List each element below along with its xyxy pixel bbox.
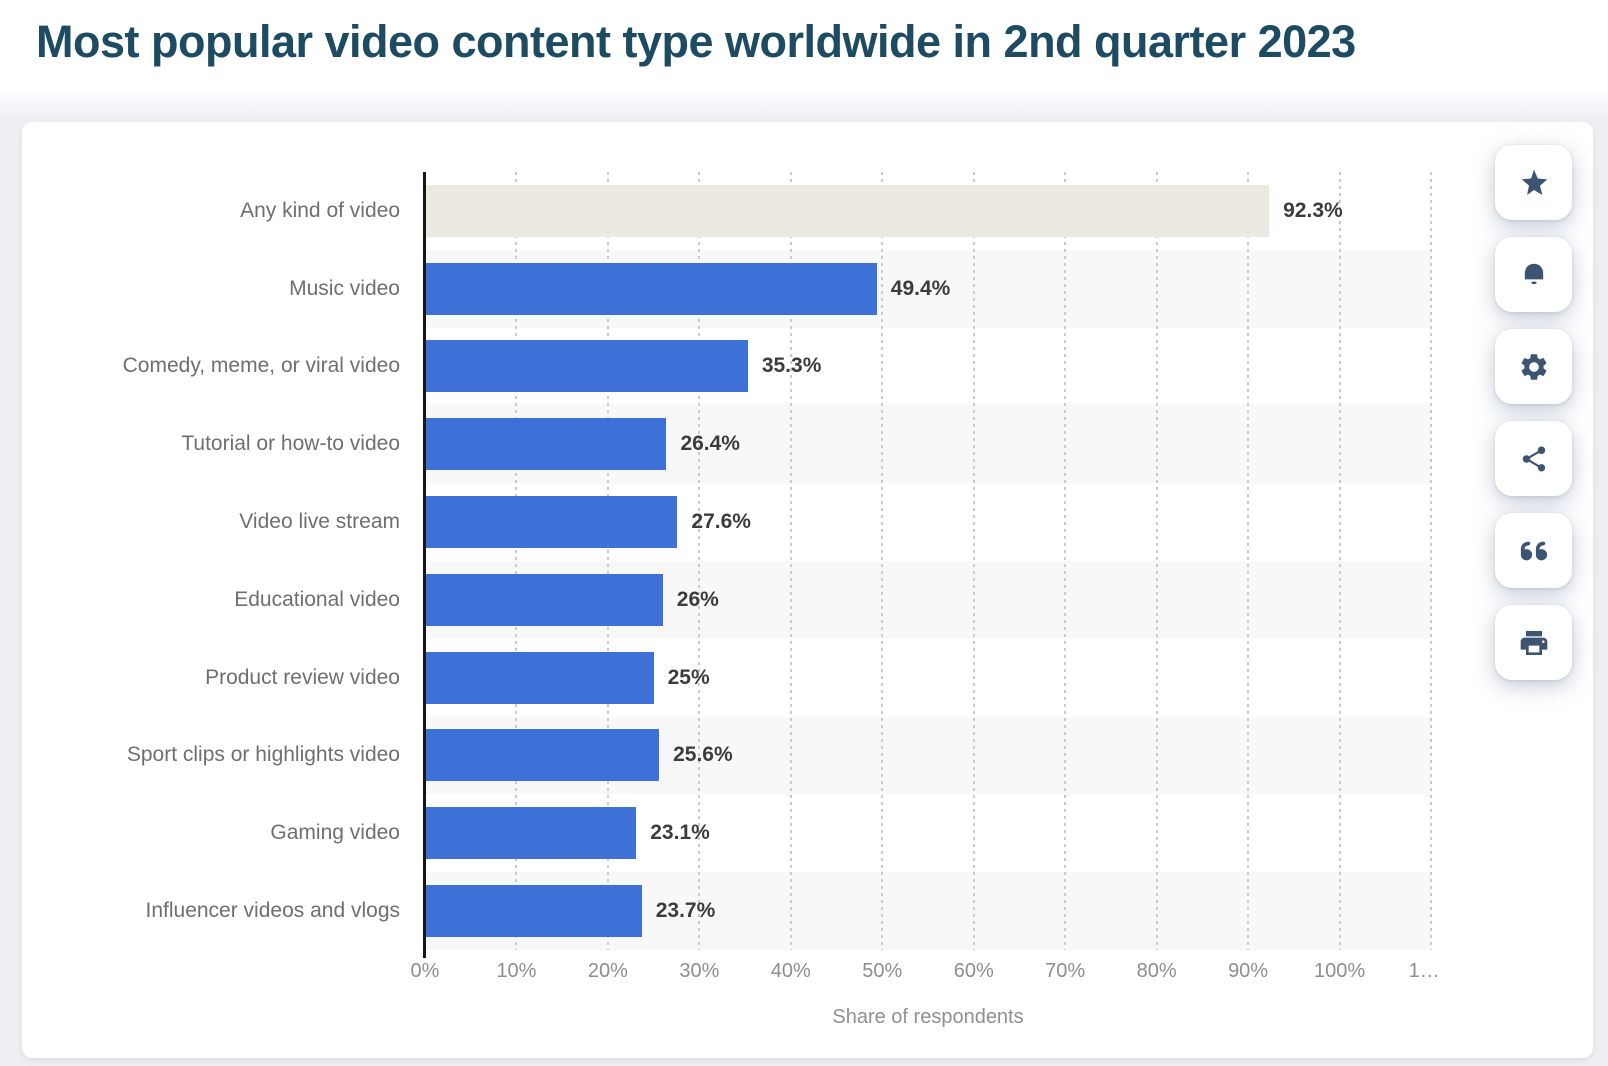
x-tick-label: 40% xyxy=(770,960,811,982)
gridline xyxy=(606,172,609,950)
bar[interactable] xyxy=(425,807,637,860)
favorite-button[interactable] xyxy=(1495,145,1572,220)
x-tick-label: 90% xyxy=(1228,960,1269,982)
share-button[interactable] xyxy=(1495,421,1572,496)
chart-row: Educational video 26% xyxy=(234,560,1431,639)
x-tick-label: 1… xyxy=(1408,960,1440,982)
category-label: Video live stream xyxy=(239,510,400,534)
value-label: 27.6% xyxy=(691,510,751,534)
x-axis-ticks: 0% 10% 20% 30% 40% 50% 60% 70% 80% 90% 100% 1… xyxy=(411,960,1440,988)
gear-icon xyxy=(1518,351,1550,383)
bar[interactable] xyxy=(425,340,748,393)
chart-card: Any kind of video 92.3% Music video 49.4% Co… xyxy=(22,122,1593,1058)
chart-rows: Any kind of video 92.3% Music video 49.4% Co… xyxy=(123,172,1431,950)
x-tick-label: 60% xyxy=(953,960,994,982)
y-axis-line xyxy=(423,172,426,958)
bar[interactable] xyxy=(425,885,642,938)
chart-row: Video live stream 27.6% xyxy=(239,483,1431,561)
x-axis-title: Share of respondents xyxy=(832,1006,1024,1028)
chart-row: Music video 49.4% xyxy=(289,249,1431,328)
bar[interactable] xyxy=(425,184,1270,237)
chart-row: Product review video 25% xyxy=(205,639,1431,717)
x-tick-label: 80% xyxy=(1136,960,1177,982)
x-tick-label: 20% xyxy=(587,960,628,982)
settings-button[interactable] xyxy=(1495,329,1572,404)
gridline xyxy=(698,172,701,950)
value-label: 26.4% xyxy=(680,432,740,456)
bar[interactable] xyxy=(425,573,663,626)
chart-row: Any kind of video 92.3% xyxy=(240,172,1431,250)
value-label: 23.7% xyxy=(655,899,716,923)
print-button[interactable] xyxy=(1495,605,1572,680)
category-label: Comedy, meme, or viral video xyxy=(122,354,400,378)
chart-row: Sport clips or highlights video 25.6% xyxy=(127,716,1431,795)
x-tick-label: 50% xyxy=(862,960,903,982)
bar[interactable] xyxy=(425,262,877,315)
value-label: 25% xyxy=(667,665,710,689)
plot-area: Any kind of video 92.3% Music video 49.4% Co… xyxy=(123,172,1432,958)
category-label: Influencer videos and vlogs xyxy=(145,899,401,923)
bar[interactable] xyxy=(425,729,660,782)
star-icon xyxy=(1518,167,1550,199)
header-divider xyxy=(0,86,1608,122)
value-label: 92.3% xyxy=(1283,198,1343,222)
x-tick-label: 0% xyxy=(410,960,440,982)
x-tick-label: 30% xyxy=(679,960,720,982)
category-label: Any kind of video xyxy=(240,198,400,222)
cite-button[interactable] xyxy=(1495,513,1572,588)
gridline xyxy=(881,172,884,950)
gridline xyxy=(789,172,792,950)
x-tick-label: 100% xyxy=(1313,960,1366,982)
quote-icon xyxy=(1519,536,1549,566)
category-label: Sport clips or highlights video xyxy=(126,743,400,767)
value-label: 25.6% xyxy=(673,743,733,767)
category-label: Product review video xyxy=(205,665,400,689)
page-title: Most popular video content type worldwid… xyxy=(36,16,1356,67)
gridline xyxy=(972,172,975,950)
chart-row: Gaming video 23.1% xyxy=(270,794,1431,872)
bell-icon xyxy=(1518,259,1550,291)
alerts-button[interactable] xyxy=(1495,237,1572,312)
chart-row: Tutorial or how-to video 26.4% xyxy=(181,405,1431,484)
x-tick-label: 70% xyxy=(1045,960,1086,982)
share-icon xyxy=(1519,444,1549,474)
value-label: 26% xyxy=(676,587,719,611)
gridline xyxy=(515,172,518,950)
print-icon xyxy=(1518,627,1550,659)
category-label: Gaming video xyxy=(270,821,400,845)
header: Most popular video content type worldwid… xyxy=(0,0,1608,86)
category-label: Music video xyxy=(289,276,400,300)
bar[interactable] xyxy=(425,651,654,704)
gridline xyxy=(1338,172,1341,950)
bar[interactable] xyxy=(425,496,678,549)
gridline xyxy=(1247,172,1250,950)
category-label: Tutorial or how-to video xyxy=(181,432,400,456)
gridline xyxy=(1064,172,1067,950)
value-label: 23.1% xyxy=(650,821,710,845)
value-label: 35.3% xyxy=(761,354,822,378)
chart-row: Comedy, meme, or viral video 35.3% xyxy=(123,328,1431,406)
chart-row: Influencer videos and vlogs 23.7% xyxy=(146,872,1431,950)
gridline xyxy=(1155,172,1158,950)
x-tick-label: 10% xyxy=(496,960,537,982)
bar[interactable] xyxy=(425,418,667,471)
category-label: Educational video xyxy=(234,587,400,611)
gridline xyxy=(1430,172,1432,950)
value-label: 49.4% xyxy=(890,276,951,300)
